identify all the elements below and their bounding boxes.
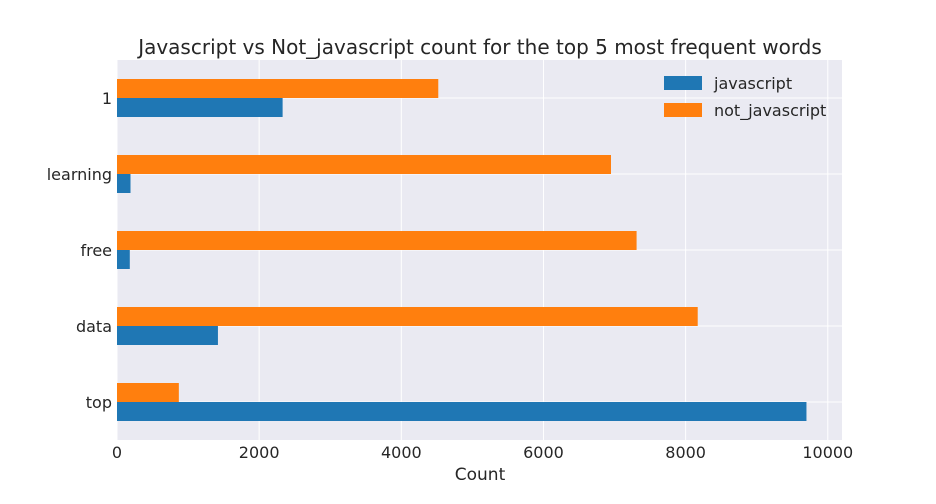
y-tick-label: learning (47, 165, 112, 184)
y-tick-labels: top data free learning 1 (47, 89, 112, 412)
bar-not_javascript-free (117, 231, 637, 250)
bar-not_javascript-top (117, 383, 179, 402)
bar-javascript-free (117, 250, 130, 269)
x-axis-label: Count (455, 465, 506, 485)
bar-javascript-1 (117, 98, 283, 117)
bar-not_javascript-learning (117, 155, 611, 174)
legend-label-javascript: javascript (713, 74, 792, 93)
chart-title: Javascript vs Not_javascript count for t… (136, 35, 822, 59)
bar-javascript-data (117, 326, 218, 345)
bar-not_javascript-data (117, 307, 698, 326)
x-tick-label: 6000 (523, 443, 564, 462)
bar-not_javascript-1 (117, 79, 439, 98)
x-tick-labels: 0 2000 4000 6000 8000 10000 (112, 443, 853, 462)
x-tick-label: 2000 (239, 443, 280, 462)
legend-label-not_javascript: not_javascript (714, 101, 826, 121)
legend: javascript not_javascript (664, 74, 826, 121)
bar-javascript-learning (117, 174, 131, 193)
y-tick-label: data (76, 317, 112, 336)
bar-javascript-top (117, 402, 807, 421)
y-tick-label: 1 (102, 89, 112, 108)
x-tick-label: 10000 (802, 443, 853, 462)
x-tick-label: 4000 (381, 443, 422, 462)
bars (117, 79, 807, 421)
y-tick-label: free (80, 241, 112, 260)
x-tick-label: 8000 (665, 443, 706, 462)
x-tick-label: 0 (112, 443, 122, 462)
legend-swatch-javascript (664, 76, 702, 90)
legend-swatch-not_javascript (664, 103, 702, 117)
y-tick-label: top (86, 393, 112, 412)
